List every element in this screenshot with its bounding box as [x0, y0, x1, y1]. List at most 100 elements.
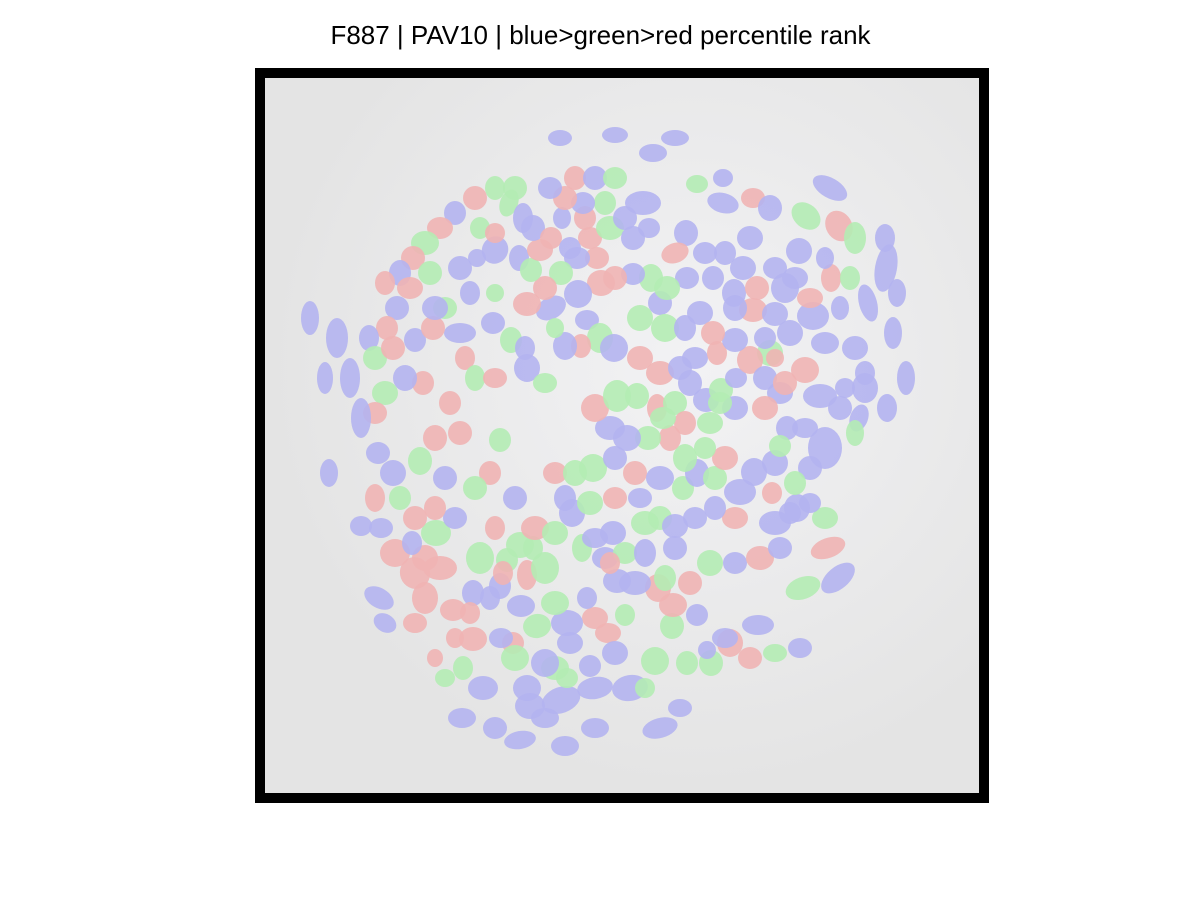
cell-mask	[603, 167, 627, 189]
cell-mask	[440, 599, 466, 621]
cell-mask	[603, 446, 627, 470]
cell-mask	[513, 675, 541, 701]
cell-mask	[623, 461, 647, 485]
cell-mask	[564, 280, 592, 308]
cell-mask	[713, 169, 733, 187]
cell-mask	[581, 718, 609, 738]
cell-mask	[439, 391, 461, 415]
cell-mask	[427, 649, 443, 667]
cell-mask	[389, 486, 411, 510]
cell-mask	[884, 317, 902, 349]
cell-mask	[803, 384, 837, 408]
cell-mask	[687, 301, 713, 325]
cell-mask	[523, 613, 551, 639]
cell-mask	[741, 458, 767, 486]
cell-mask	[453, 656, 473, 680]
cell-mask	[575, 310, 599, 330]
cell-mask	[754, 327, 776, 349]
cell-mask	[661, 130, 689, 146]
cell-mask	[493, 561, 513, 585]
cell-mask	[651, 314, 679, 342]
cell-mask	[897, 361, 915, 395]
cell-mask	[642, 717, 678, 739]
cell-mask	[712, 446, 738, 470]
cell-mask	[737, 346, 763, 374]
cell-mask	[448, 421, 472, 445]
cell-mask	[635, 678, 655, 698]
cell-mask	[486, 284, 504, 302]
cell-mask	[686, 604, 708, 626]
cell-mask	[577, 587, 597, 609]
cell-mask	[621, 226, 645, 250]
cell-mask	[613, 206, 637, 230]
cell-mask	[433, 466, 457, 490]
cell-mask	[762, 302, 788, 326]
cell-mask	[455, 346, 475, 370]
cell-mask	[369, 518, 393, 538]
cell-mask	[811, 332, 839, 354]
cell-mask	[579, 454, 607, 482]
cell-mask	[639, 144, 667, 162]
cell-mask	[701, 321, 725, 345]
cell-mask	[697, 412, 723, 434]
cell-mask	[551, 736, 579, 756]
cell-mask	[435, 669, 455, 687]
cell-mask	[791, 202, 821, 230]
cell-mask	[443, 507, 467, 529]
cell-mask	[712, 628, 738, 648]
cell-mask	[365, 484, 385, 512]
cell-mask	[531, 552, 559, 584]
cell-mask	[797, 288, 823, 308]
cell-mask	[571, 192, 595, 214]
cell-mask	[792, 418, 818, 438]
cell-mask	[485, 223, 505, 243]
cell-mask	[602, 641, 628, 665]
cell-mask	[723, 552, 747, 574]
cell-mask	[501, 645, 529, 671]
cell-mask	[444, 201, 466, 225]
cell-mask	[521, 215, 545, 241]
cell-mask	[668, 699, 692, 717]
cell-mask	[301, 301, 319, 335]
cell-mask	[459, 627, 487, 651]
cell-mask	[551, 610, 583, 636]
cell-mask	[542, 521, 568, 545]
cell-mask	[571, 334, 591, 358]
cell-mask	[799, 493, 821, 513]
figure-title: F887 | PAV10 | blue>green>red percentile…	[330, 20, 871, 50]
cell-mask	[541, 685, 581, 715]
cell-mask	[423, 425, 447, 451]
cell-mask	[798, 456, 822, 480]
cell-mask	[888, 279, 906, 307]
cell-mask	[708, 392, 732, 414]
cell-mask	[784, 471, 806, 495]
cell-mask	[621, 263, 645, 285]
cell-mask	[546, 318, 564, 338]
cell-mask	[557, 632, 583, 654]
cell-mask	[403, 506, 427, 530]
cell-mask	[660, 613, 684, 639]
cell-mask	[375, 271, 395, 295]
cell-mask	[693, 242, 717, 264]
cell-mask	[810, 536, 846, 560]
cell-mask	[533, 276, 557, 300]
cell-mask	[615, 604, 635, 626]
cell-mask	[763, 257, 787, 279]
cell-mask	[479, 461, 501, 485]
cell-mask	[585, 247, 609, 269]
cell-mask	[412, 582, 438, 614]
cell-mask	[603, 487, 627, 509]
cell-mask	[674, 411, 696, 435]
cell-mask	[481, 236, 509, 264]
cell-mask	[460, 281, 480, 305]
cell-mask	[686, 175, 708, 193]
cell-mask	[463, 476, 487, 500]
cell-mask	[553, 207, 571, 229]
cell-mask	[448, 256, 472, 280]
cell-mask	[661, 242, 689, 264]
cell-mask	[678, 571, 702, 595]
cell-mask	[738, 647, 762, 669]
cell-mask	[676, 651, 698, 675]
cell-mask	[581, 394, 609, 422]
cell-mask	[549, 261, 573, 285]
